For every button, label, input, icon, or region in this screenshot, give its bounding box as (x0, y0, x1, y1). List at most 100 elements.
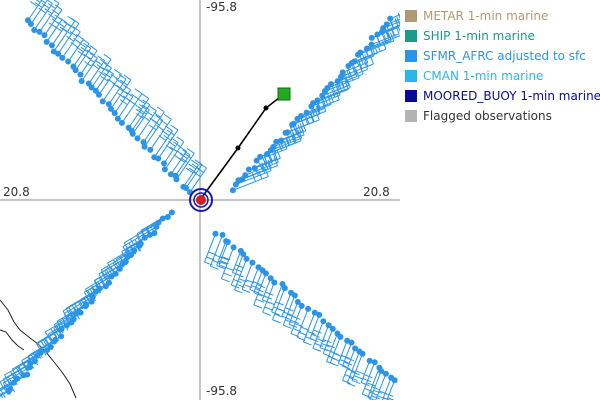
observation-point (240, 251, 247, 258)
observation-point (303, 109, 310, 116)
wind-barb-feather (123, 84, 131, 91)
legend-item-flagged[interactable]: Flagged observations (405, 106, 600, 126)
wind-barb (322, 328, 334, 354)
observation-point (242, 172, 249, 179)
wind-barb-feather (262, 311, 271, 316)
wind-barb-feather (152, 119, 160, 126)
observation-point (251, 165, 258, 172)
wind-barb (72, 43, 90, 67)
wind-barb (44, 9, 63, 36)
wind-barb-feather (347, 68, 352, 77)
wind-barb-feather (130, 93, 139, 100)
wind-barb-feather (57, 21, 65, 28)
legend-label: METAR 1-min marine (423, 9, 549, 23)
wind-barb-feather (77, 50, 86, 57)
wind-barb-feather (371, 386, 381, 391)
observation-point (108, 273, 115, 280)
wind-barb-feather (118, 73, 127, 80)
wind-barb-feather (100, 58, 108, 65)
wind-barb-feather (2, 379, 9, 388)
wind-barb-feather (169, 146, 178, 153)
wind-barb-feather (307, 330, 316, 335)
wind-barb-feather (255, 298, 265, 303)
wind-barb-feather (89, 45, 98, 51)
observation-point (124, 253, 131, 260)
wind-barb-feather (272, 151, 277, 161)
observation-point (363, 45, 370, 52)
observation-point (5, 388, 12, 395)
observation-point (245, 166, 252, 173)
wind-barb-feather (289, 130, 294, 140)
legend-swatch (405, 70, 417, 82)
observation-point (102, 283, 109, 290)
wind-barb-feather (216, 265, 225, 270)
observation-map[interactable]: -95.8 -95.8 20.8 20.8 (0, 0, 400, 400)
wind-barb-feather (179, 146, 187, 152)
wind-barb-feather (30, 1, 38, 7)
legend-label: MOORED_BUOY 1-min marine (423, 89, 600, 103)
wind-barb-feather (163, 113, 172, 120)
wind-barb-feather (362, 393, 371, 398)
wind-barb-feather (311, 333, 321, 338)
wind-barb-feather (345, 357, 354, 362)
legend-item-metar[interactable]: METAR 1-min marine (405, 6, 600, 26)
observation-point (168, 209, 175, 216)
wind-barb (337, 340, 348, 364)
observation-point (291, 292, 298, 299)
legend-label: CMAN 1-min marine (423, 69, 544, 83)
legend-item-moored-buoy[interactable]: MOORED_BUOY 1-min marine (405, 86, 600, 106)
wind-barb (324, 77, 360, 92)
wind-barb-feather (264, 306, 274, 311)
observation-point (167, 171, 174, 178)
legend-item-ship[interactable]: SHIP 1-min marine (405, 26, 600, 46)
observation-point (371, 359, 378, 366)
observation-point (63, 322, 70, 329)
wind-barb (0, 388, 11, 396)
wind-barb-feather (48, 13, 56, 20)
wind-barb (81, 57, 98, 82)
wind-barb-feather (273, 150, 278, 159)
wind-barb-feather (15, 367, 22, 376)
observation-point (316, 311, 323, 318)
legend-label: SHIP 1-min marine (423, 29, 535, 43)
wind-barb-feather (35, 0, 41, 3)
observation-point (116, 265, 123, 272)
wind-barb-feather (156, 106, 165, 113)
observation-point (294, 298, 301, 305)
wind-barb-feather (185, 167, 194, 174)
wind-barb-feather (141, 104, 150, 111)
wind-barb (367, 367, 380, 398)
observation-point (59, 54, 66, 61)
observation-point (51, 338, 58, 345)
observation-point (290, 120, 297, 127)
legend-item-sfmr[interactable]: SFMR_AFRC adjusted to sfc (405, 46, 600, 66)
wind-barb-feather (363, 61, 369, 70)
wind-barb (107, 243, 142, 264)
wind-barb-feather (288, 323, 298, 328)
wind-barb-feather (97, 55, 105, 62)
observation-point (368, 34, 375, 41)
wind-barb (361, 362, 376, 395)
wind-barb-feather (235, 264, 244, 269)
observation-point (357, 49, 364, 56)
observation-point (134, 135, 141, 142)
wind-barb (287, 119, 320, 133)
wind-barb-feather (276, 149, 281, 159)
wind-barb-feather (186, 148, 195, 154)
observation-point (146, 231, 153, 238)
observation-point (271, 279, 278, 286)
wind-barb-feather (261, 162, 266, 171)
legend-swatch (405, 110, 417, 122)
wind-barb (351, 353, 363, 381)
wind-barb-feather (347, 382, 356, 387)
wind-barb-feather (54, 25, 63, 32)
observation-point (72, 67, 79, 74)
observation-point (131, 247, 138, 254)
wind-barb (280, 130, 306, 141)
wind-barb-feather (166, 129, 175, 136)
legend-item-cman[interactable]: CMAN 1-min marine (405, 66, 600, 86)
observation-point (88, 298, 95, 305)
observation-point (284, 129, 291, 136)
wind-barb (281, 292, 292, 317)
wind-barb-feather (396, 16, 400, 26)
